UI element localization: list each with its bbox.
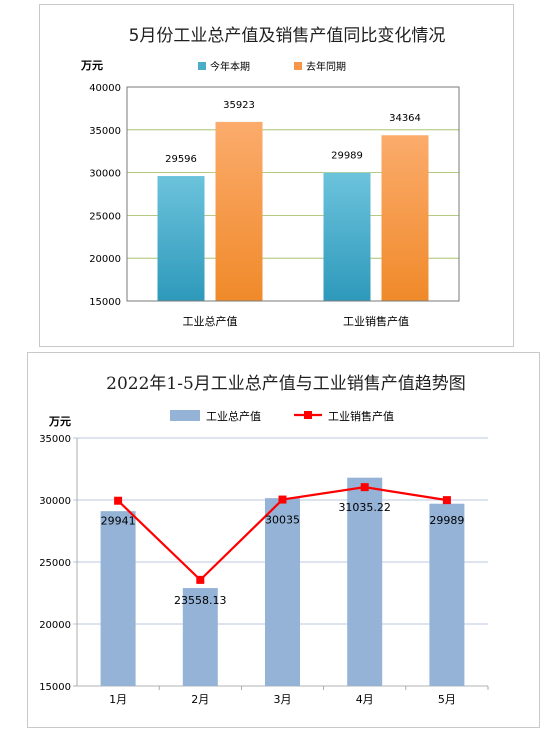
data-label: 29596: [165, 154, 197, 165]
chart-title: 5月份工业总产值及销售产值同比变化情况: [129, 26, 446, 46]
data-labels: 29596 35923 29989 34364: [165, 100, 421, 165]
chart-panel-monthly-comparison: 5月份工业总产值及销售产值同比变化情况 万元 今年本期 去年同期 15000 200…: [39, 4, 514, 347]
x-category-label: 工业总产值: [183, 314, 238, 328]
chart-title: 2022年1-5月工业总产值与工业销售产值趋势图: [106, 374, 466, 394]
bar-total-output: [100, 511, 136, 686]
trend-combo-chart: 2022年1-5月工业总产值与工业销售产值趋势图 万元 工业总产值 工业销售产值 …: [39, 374, 489, 706]
legend-label: 工业销售产值: [328, 409, 394, 423]
y-tick-label: 20000: [39, 620, 71, 631]
legend-label: 工业总产值: [206, 409, 261, 423]
x-category-label: 1月: [109, 693, 127, 706]
bar-total-output: [429, 503, 465, 686]
data-label: 29941: [101, 515, 136, 528]
y-tick-label: 15000: [89, 297, 121, 308]
x-category-label: 2月: [191, 693, 209, 706]
bar-prior: [381, 135, 429, 301]
data-label: 23558.13: [174, 594, 227, 607]
x-category-label: 3月: [274, 693, 292, 706]
y-tick-label: 15000: [39, 682, 71, 693]
data-label: 29989: [429, 514, 464, 527]
y-tick-label: 35000: [39, 434, 71, 445]
bar-total-output: [182, 588, 218, 686]
bar-current: [323, 172, 371, 301]
y-tick-label: 30000: [89, 169, 121, 180]
data-label: 29989: [331, 151, 363, 162]
data-label: 35923: [223, 100, 255, 111]
x-axis-categories: 工业总产值 工业销售产值: [183, 314, 410, 328]
y-unit-label: 万元: [48, 415, 71, 428]
bars: [157, 121, 429, 302]
sales-line-marker: [114, 496, 123, 505]
data-label: 30035: [265, 514, 300, 527]
data-labels: 29941 23558.13 30035 31035.22 29989: [101, 501, 465, 607]
y-tick-label: 25000: [39, 558, 71, 569]
sales-line: [114, 483, 451, 584]
plot-area-border: [126, 86, 460, 302]
y-tick-label: 35000: [89, 126, 121, 137]
sales-line-marker: [360, 483, 369, 492]
y-axis-ticks: 15000 20000 25000 30000 35000 40000: [89, 83, 121, 308]
legend-swatch: [198, 62, 206, 70]
legend-swatch-marker: [304, 411, 312, 419]
bar-prior: [215, 121, 263, 302]
sales-line-marker: [442, 496, 451, 505]
data-label: 34364: [389, 113, 421, 124]
bar-current: [157, 176, 205, 301]
x-category-label: 工业销售产值: [343, 314, 409, 328]
y-tick-label: 25000: [89, 211, 121, 222]
chart-panel-trend: 2022年1-5月工业总产值与工业销售产值趋势图 万元 工业总产值 工业销售产值 …: [27, 352, 540, 728]
y-tick-label: 30000: [39, 496, 71, 507]
bar-total-output: [265, 498, 300, 686]
bars: [100, 477, 465, 686]
legend-label: 今年本期: [210, 60, 250, 73]
y-tick-label: 40000: [89, 83, 121, 94]
legend: 今年本期 去年同期: [198, 60, 346, 73]
legend-label: 去年同期: [306, 60, 346, 73]
y-axis-ticks: 15000 20000 25000 30000 35000: [39, 434, 71, 693]
x-category-label: 5月: [438, 693, 456, 706]
sales-line-marker: [196, 575, 205, 584]
comparison-bar-chart: 5月份工业总产值及销售产值同比变化情况 万元 今年本期 去年同期 15000 200…: [80, 26, 460, 328]
legend-swatch-bar: [170, 410, 200, 421]
bar-total-output: [347, 477, 383, 686]
x-axis-categories: 1月 2月 3月 4月 5月: [109, 686, 489, 706]
y-tick-label: 20000: [89, 254, 121, 265]
x-category-label: 4月: [356, 693, 374, 706]
data-label: 31035.22: [338, 501, 391, 514]
legend: 工业总产值 工业销售产值: [170, 409, 394, 423]
y-unit-label: 万元: [80, 59, 103, 72]
legend-swatch: [294, 62, 302, 70]
sales-line-marker: [278, 495, 287, 504]
